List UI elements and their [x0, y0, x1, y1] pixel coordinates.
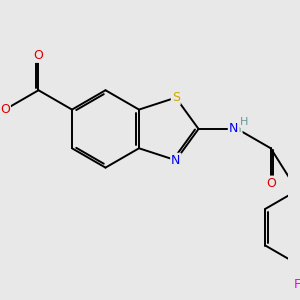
- Text: O: O: [266, 177, 276, 190]
- Text: F: F: [294, 278, 300, 291]
- Text: N: N: [229, 122, 238, 135]
- Text: H: H: [240, 117, 248, 127]
- Text: O: O: [0, 103, 10, 116]
- Text: S: S: [172, 91, 180, 104]
- Text: H: H: [233, 122, 242, 135]
- Text: N: N: [171, 154, 181, 167]
- Text: O: O: [34, 49, 44, 62]
